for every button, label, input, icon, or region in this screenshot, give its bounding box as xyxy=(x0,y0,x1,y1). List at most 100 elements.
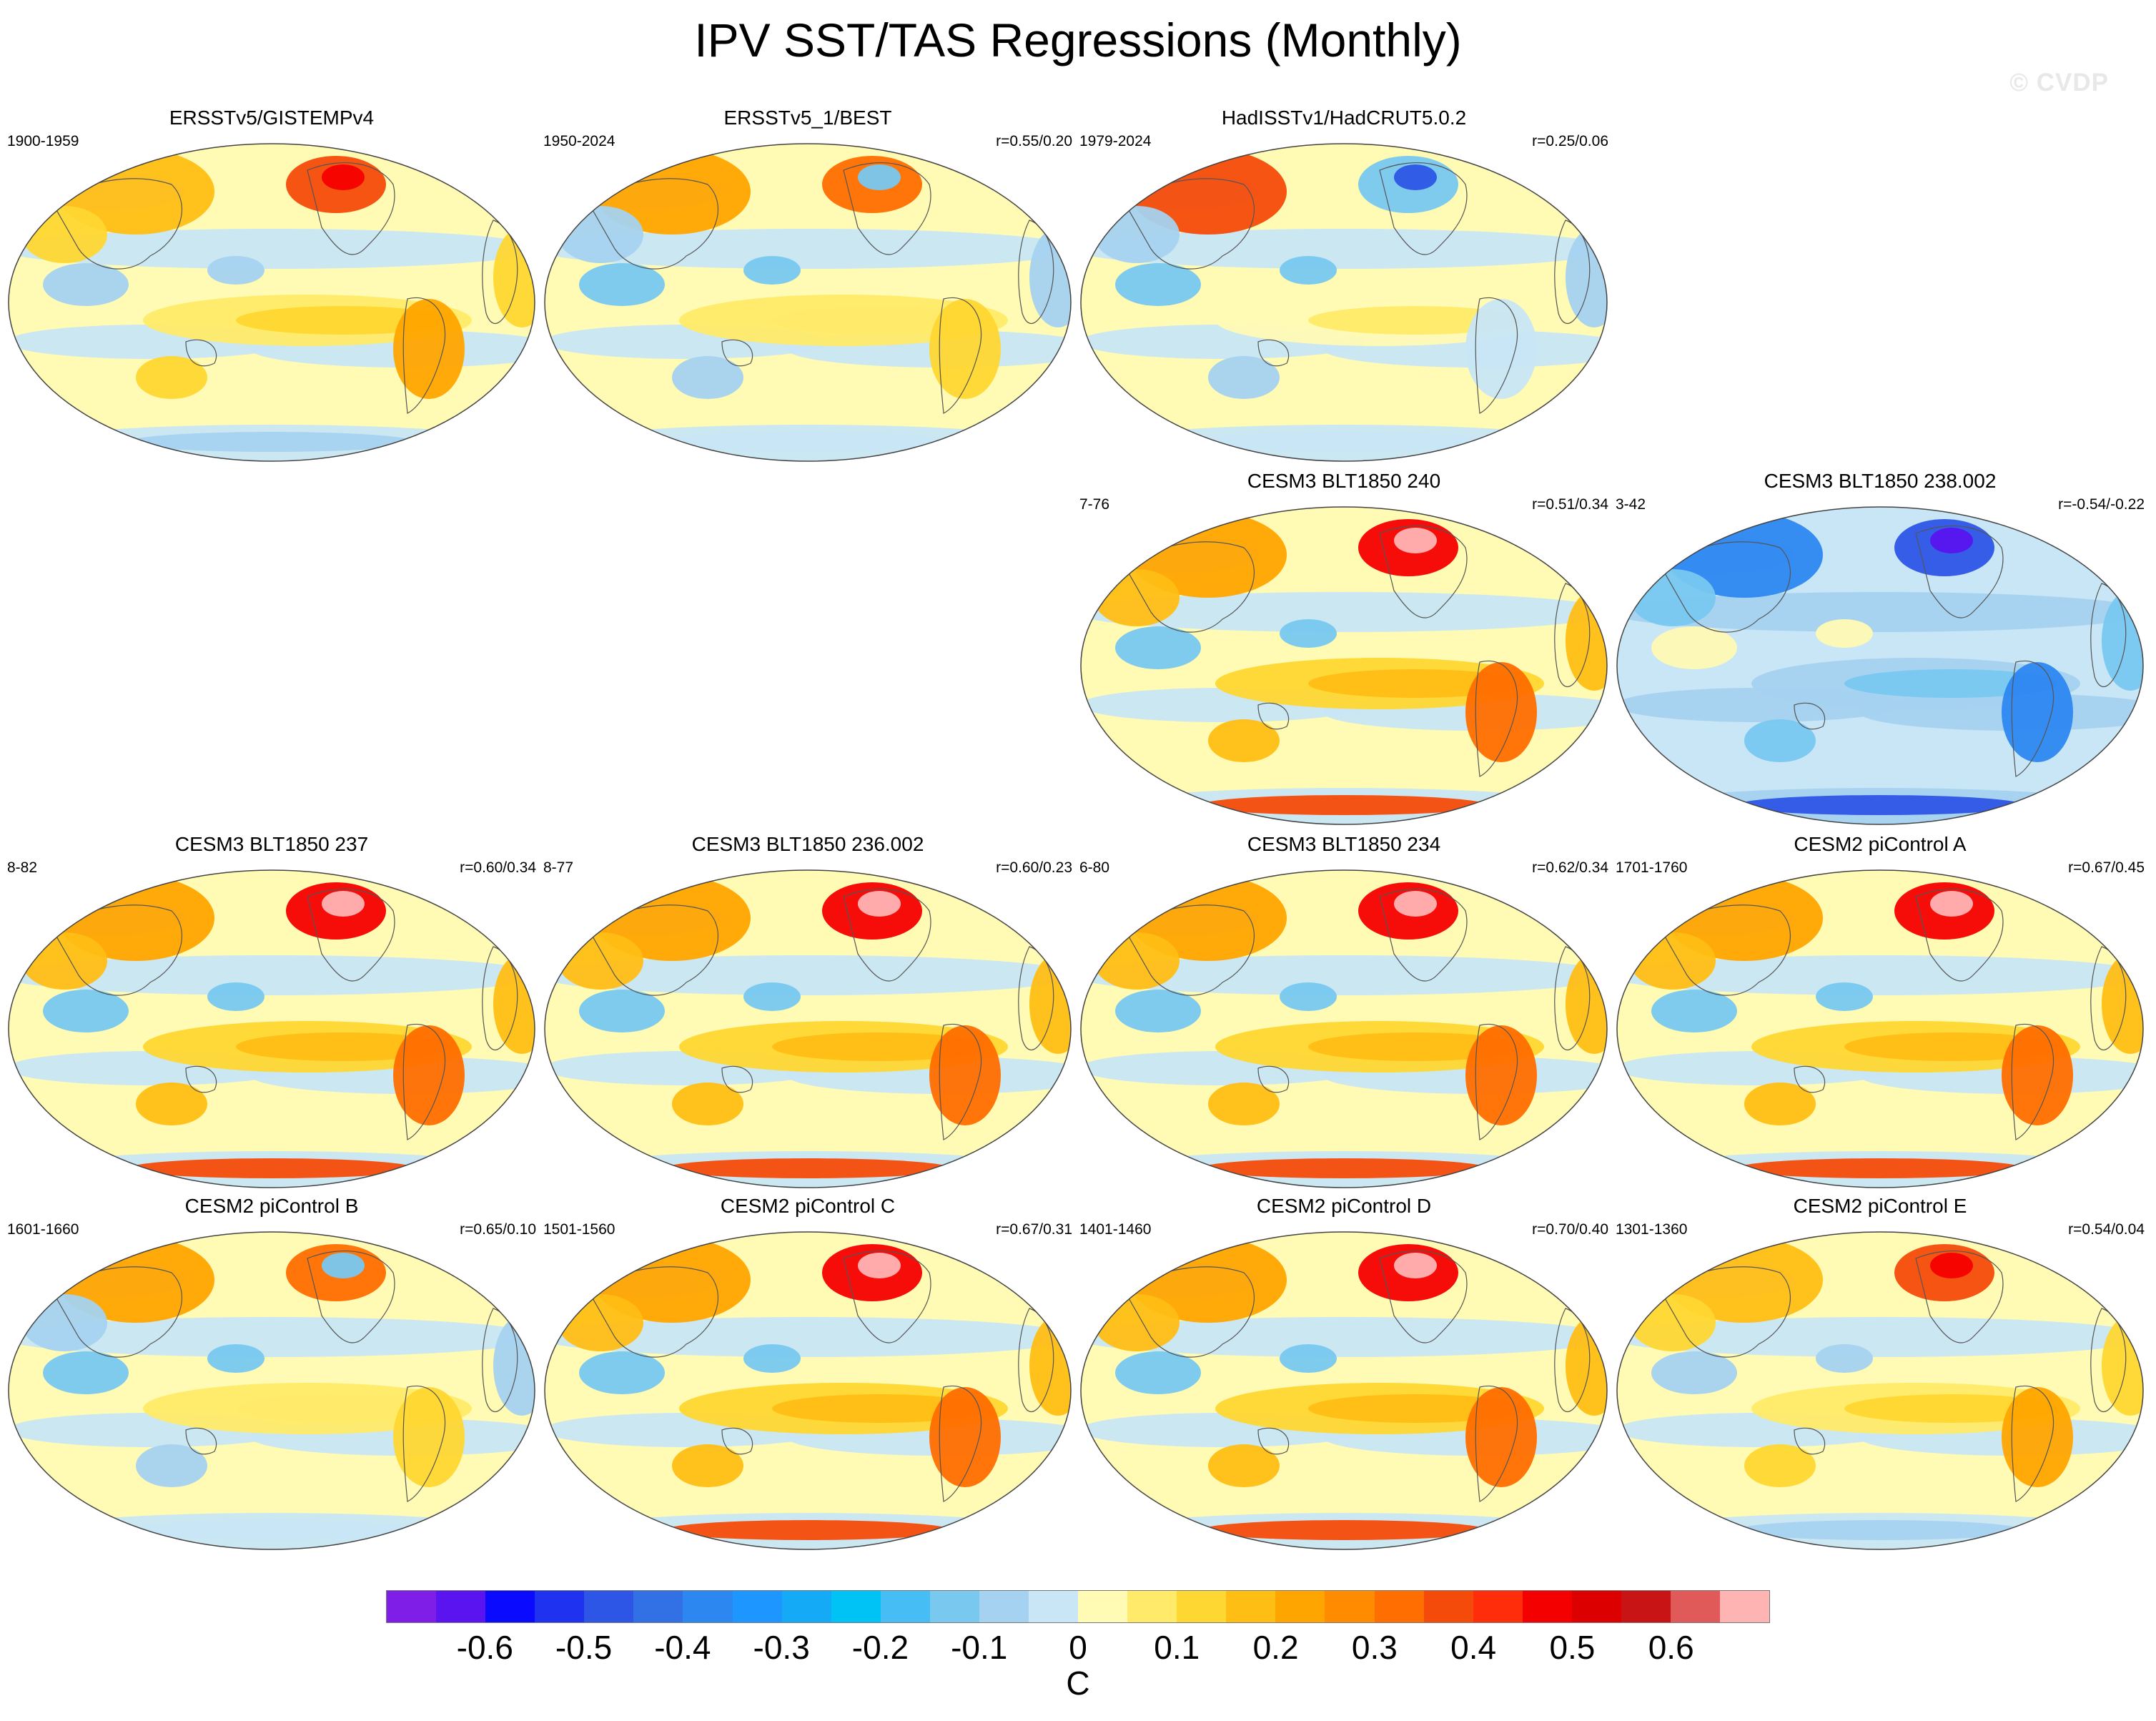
panel-correlation: r=0.62/0.34 xyxy=(1532,859,1608,876)
colorbar-tick-label: 0.4 xyxy=(1450,1629,1497,1666)
colorbar-swatch xyxy=(1473,1591,1523,1622)
colorbar-tick-label: 0.3 xyxy=(1351,1629,1398,1666)
map-panel: CESM3 BLT1850 236.002 8-77 r=0.60/0.23 xyxy=(543,832,1072,1190)
map-panel: CESM2 piControl A 1701-1760 r=0.67/0.45 xyxy=(1616,832,2145,1190)
colorbar-tick-label: 0.1 xyxy=(1154,1629,1200,1666)
panel-title: HadISSTv1/HadCRUT5.0.2 xyxy=(1221,107,1467,129)
panel-title: CESM3 BLT1850 240 xyxy=(1247,470,1441,492)
map-panel: ERSSTv5/GISTEMPv4 1900-1959 xyxy=(7,106,536,463)
panel-title: CESM3 BLT1850 238.002 xyxy=(1764,470,1997,492)
panel-correlation: r=-0.54/-0.22 xyxy=(2058,496,2145,513)
panel-title: CESM2 piControl B xyxy=(184,1195,359,1217)
colorbar xyxy=(386,1590,1770,1623)
colorbar-swatch xyxy=(1226,1591,1276,1622)
world-map xyxy=(544,143,1072,462)
world-map xyxy=(1616,1231,2144,1550)
world-map xyxy=(8,869,535,1188)
colorbar-tick-label: -0.4 xyxy=(654,1629,711,1666)
panel-correlation: r=0.70/0.40 xyxy=(1532,1221,1608,1238)
colorbar-tick-label: 0.2 xyxy=(1252,1629,1299,1666)
panel-title: ERSSTv5/GISTEMPv4 xyxy=(169,107,375,129)
panel-title: CESM3 BLT1850 237 xyxy=(174,833,369,855)
panel-correlation: r=0.67/0.45 xyxy=(2068,859,2145,876)
world-map xyxy=(8,143,535,462)
panel-title: CESM2 piControl D xyxy=(1256,1195,1432,1217)
colorbar-units: C xyxy=(1066,1665,1090,1702)
world-map xyxy=(8,1231,535,1550)
colorbar-swatch xyxy=(1325,1591,1375,1622)
colorbar-swatch xyxy=(929,1591,979,1622)
panel-period: 1401-1460 xyxy=(1079,1221,1152,1238)
colorbar-swatch xyxy=(1720,1591,1770,1622)
colorbar-swatch xyxy=(387,1591,437,1622)
panel-period: 8-77 xyxy=(543,859,574,876)
panel-title: CESM3 BLT1850 236.002 xyxy=(691,833,924,855)
world-map xyxy=(544,1231,1072,1550)
colorbar-swatch xyxy=(535,1591,585,1622)
colorbar-swatch xyxy=(781,1591,831,1622)
world-map xyxy=(1080,1231,1608,1550)
map-panel: HadISSTv1/HadCRUT5.0.2 1979-2024 r=0.25/… xyxy=(1079,106,1608,463)
panel-title: CESM3 BLT1850 234 xyxy=(1247,833,1441,855)
panel-correlation: r=0.51/0.34 xyxy=(1532,496,1608,513)
colorbar-tick-label: 0.5 xyxy=(1549,1629,1596,1666)
map-panel: CESM2 piControl D 1401-1460 r=0.70/0.40 xyxy=(1079,1194,1608,1552)
colorbar-tick-label: -0.2 xyxy=(851,1629,909,1666)
panel-correlation: r=0.65/0.10 xyxy=(460,1221,536,1238)
panel-correlation: r=0.54/0.04 xyxy=(2068,1221,2145,1238)
colorbar-swatch xyxy=(1177,1591,1227,1622)
panel-correlation: r=0.55/0.20 xyxy=(996,133,1072,149)
map-panel: CESM3 BLT1850 234 6-80 r=0.62/0.34 xyxy=(1079,832,1608,1190)
colorbar-swatch xyxy=(1571,1591,1621,1622)
colorbar-swatch xyxy=(1671,1591,1721,1622)
panel-title: CESM2 piControl A xyxy=(1794,833,1967,855)
colorbar-swatch xyxy=(683,1591,733,1622)
panel-period: 1979-2024 xyxy=(1079,133,1152,149)
panel-period: 1950-2024 xyxy=(543,133,615,149)
colorbar-swatch xyxy=(633,1591,683,1622)
colorbar-tick-labels: -0.6 -0.5 -0.4 -0.3 -0.2 -0.1 0 0.1 0.2 0.3 0.4 0.5… xyxy=(386,1627,1770,1670)
panel-period: 1601-1660 xyxy=(7,1221,79,1238)
colorbar-swatch xyxy=(979,1591,1029,1622)
world-map xyxy=(1616,506,2144,825)
colorbar-swatch xyxy=(831,1591,881,1622)
watermark: © CVDP xyxy=(2009,69,2109,97)
panel-period: 6-80 xyxy=(1079,859,1110,876)
colorbar-swatch xyxy=(1621,1591,1671,1622)
world-map xyxy=(1080,869,1608,1188)
colorbar-swatch xyxy=(1522,1591,1572,1622)
colorbar-swatch xyxy=(584,1591,634,1622)
colorbar-swatch xyxy=(1029,1591,1079,1622)
colorbar-tick-label: -0.1 xyxy=(951,1629,1008,1666)
panel-period: 7-76 xyxy=(1079,496,1110,513)
colorbar-tick-label: -0.3 xyxy=(753,1629,810,1666)
map-panel: CESM3 BLT1850 240 7-76 r=0.51/0.34 xyxy=(1079,469,1608,827)
map-panel: CESM3 BLT1850 238.002 3-42 r=-0.54/-0.22 xyxy=(1616,469,2145,827)
map-panel: CESM3 BLT1850 237 8-82 r=0.60/0.34 xyxy=(7,832,536,1190)
panel-title: CESM2 piControl C xyxy=(720,1195,896,1217)
panel-correlation: r=0.25/0.06 xyxy=(1532,133,1608,149)
colorbar-swatch xyxy=(1127,1591,1177,1622)
map-panel: CESM2 piControl B 1601-1660 r=0.65/0.10 xyxy=(7,1194,536,1552)
panel-correlation: r=0.60/0.23 xyxy=(996,859,1072,876)
colorbar-swatch xyxy=(1374,1591,1424,1622)
map-panel: CESM2 piControl E 1301-1360 r=0.54/0.04 xyxy=(1616,1194,2145,1552)
panel-correlation: r=0.67/0.31 xyxy=(996,1221,1072,1238)
colorbar-swatch xyxy=(1275,1591,1325,1622)
colorbar-swatch xyxy=(880,1591,930,1622)
panel-period: 1501-1560 xyxy=(543,1221,615,1238)
panel-period: 1301-1360 xyxy=(1616,1221,1688,1238)
world-map xyxy=(544,869,1072,1188)
panel-correlation: r=0.60/0.34 xyxy=(460,859,536,876)
colorbar-tick-label: 0.6 xyxy=(1648,1629,1694,1666)
colorbar-tick-label: -0.6 xyxy=(456,1629,513,1666)
colorbar-swatch xyxy=(1423,1591,1473,1622)
colorbar-tick-label: -0.5 xyxy=(555,1629,613,1666)
panel-period: 1701-1760 xyxy=(1616,859,1688,876)
colorbar-swatch xyxy=(485,1591,535,1622)
panel-title: CESM2 piControl E xyxy=(1793,1195,1967,1217)
panel-period: 1900-1959 xyxy=(7,133,79,149)
panel-period: 3-42 xyxy=(1616,496,1646,513)
colorbar-swatch xyxy=(732,1591,782,1622)
colorbar-tick-label: 0 xyxy=(1069,1629,1087,1666)
